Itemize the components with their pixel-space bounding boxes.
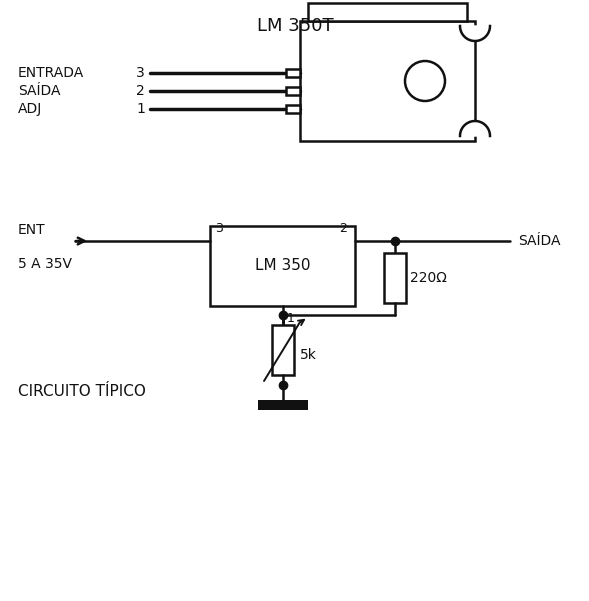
Bar [286, 87, 300, 95]
Text: ADJ: ADJ [18, 102, 42, 116]
Text: 2: 2 [136, 84, 145, 98]
Text: CIRCUITO TÍPICO: CIRCUITO TÍPICO [18, 383, 146, 398]
Circle shape [405, 61, 445, 101]
Text: 220Ω: 220Ω [410, 271, 447, 285]
Bar [286, 69, 300, 77]
Text: LM 350: LM 350 [255, 258, 310, 273]
Text: 1: 1 [287, 312, 295, 325]
Wedge shape [460, 121, 490, 136]
Wedge shape [460, 26, 490, 41]
Text: 2: 2 [339, 222, 347, 235]
Text: 5k: 5k [300, 348, 317, 362]
Bar [308, 3, 467, 21]
Bar [272, 325, 294, 375]
Text: ENTRADA: ENTRADA [18, 66, 84, 80]
Text: SAÍDA: SAÍDA [18, 84, 61, 98]
Text: LM 350T: LM 350T [257, 17, 333, 35]
Text: ENT: ENT [18, 223, 45, 237]
Text: 5 A 35V: 5 A 35V [18, 257, 72, 271]
Text: SAÍDA: SAÍDA [518, 234, 561, 248]
Bar [210, 226, 355, 306]
Bar [300, 21, 475, 141]
Bar [286, 105, 300, 113]
Text: 3: 3 [215, 222, 223, 235]
Bar [384, 253, 406, 303]
Text: 3: 3 [136, 66, 145, 80]
Text: 1: 1 [136, 102, 145, 116]
Bar [258, 400, 308, 410]
